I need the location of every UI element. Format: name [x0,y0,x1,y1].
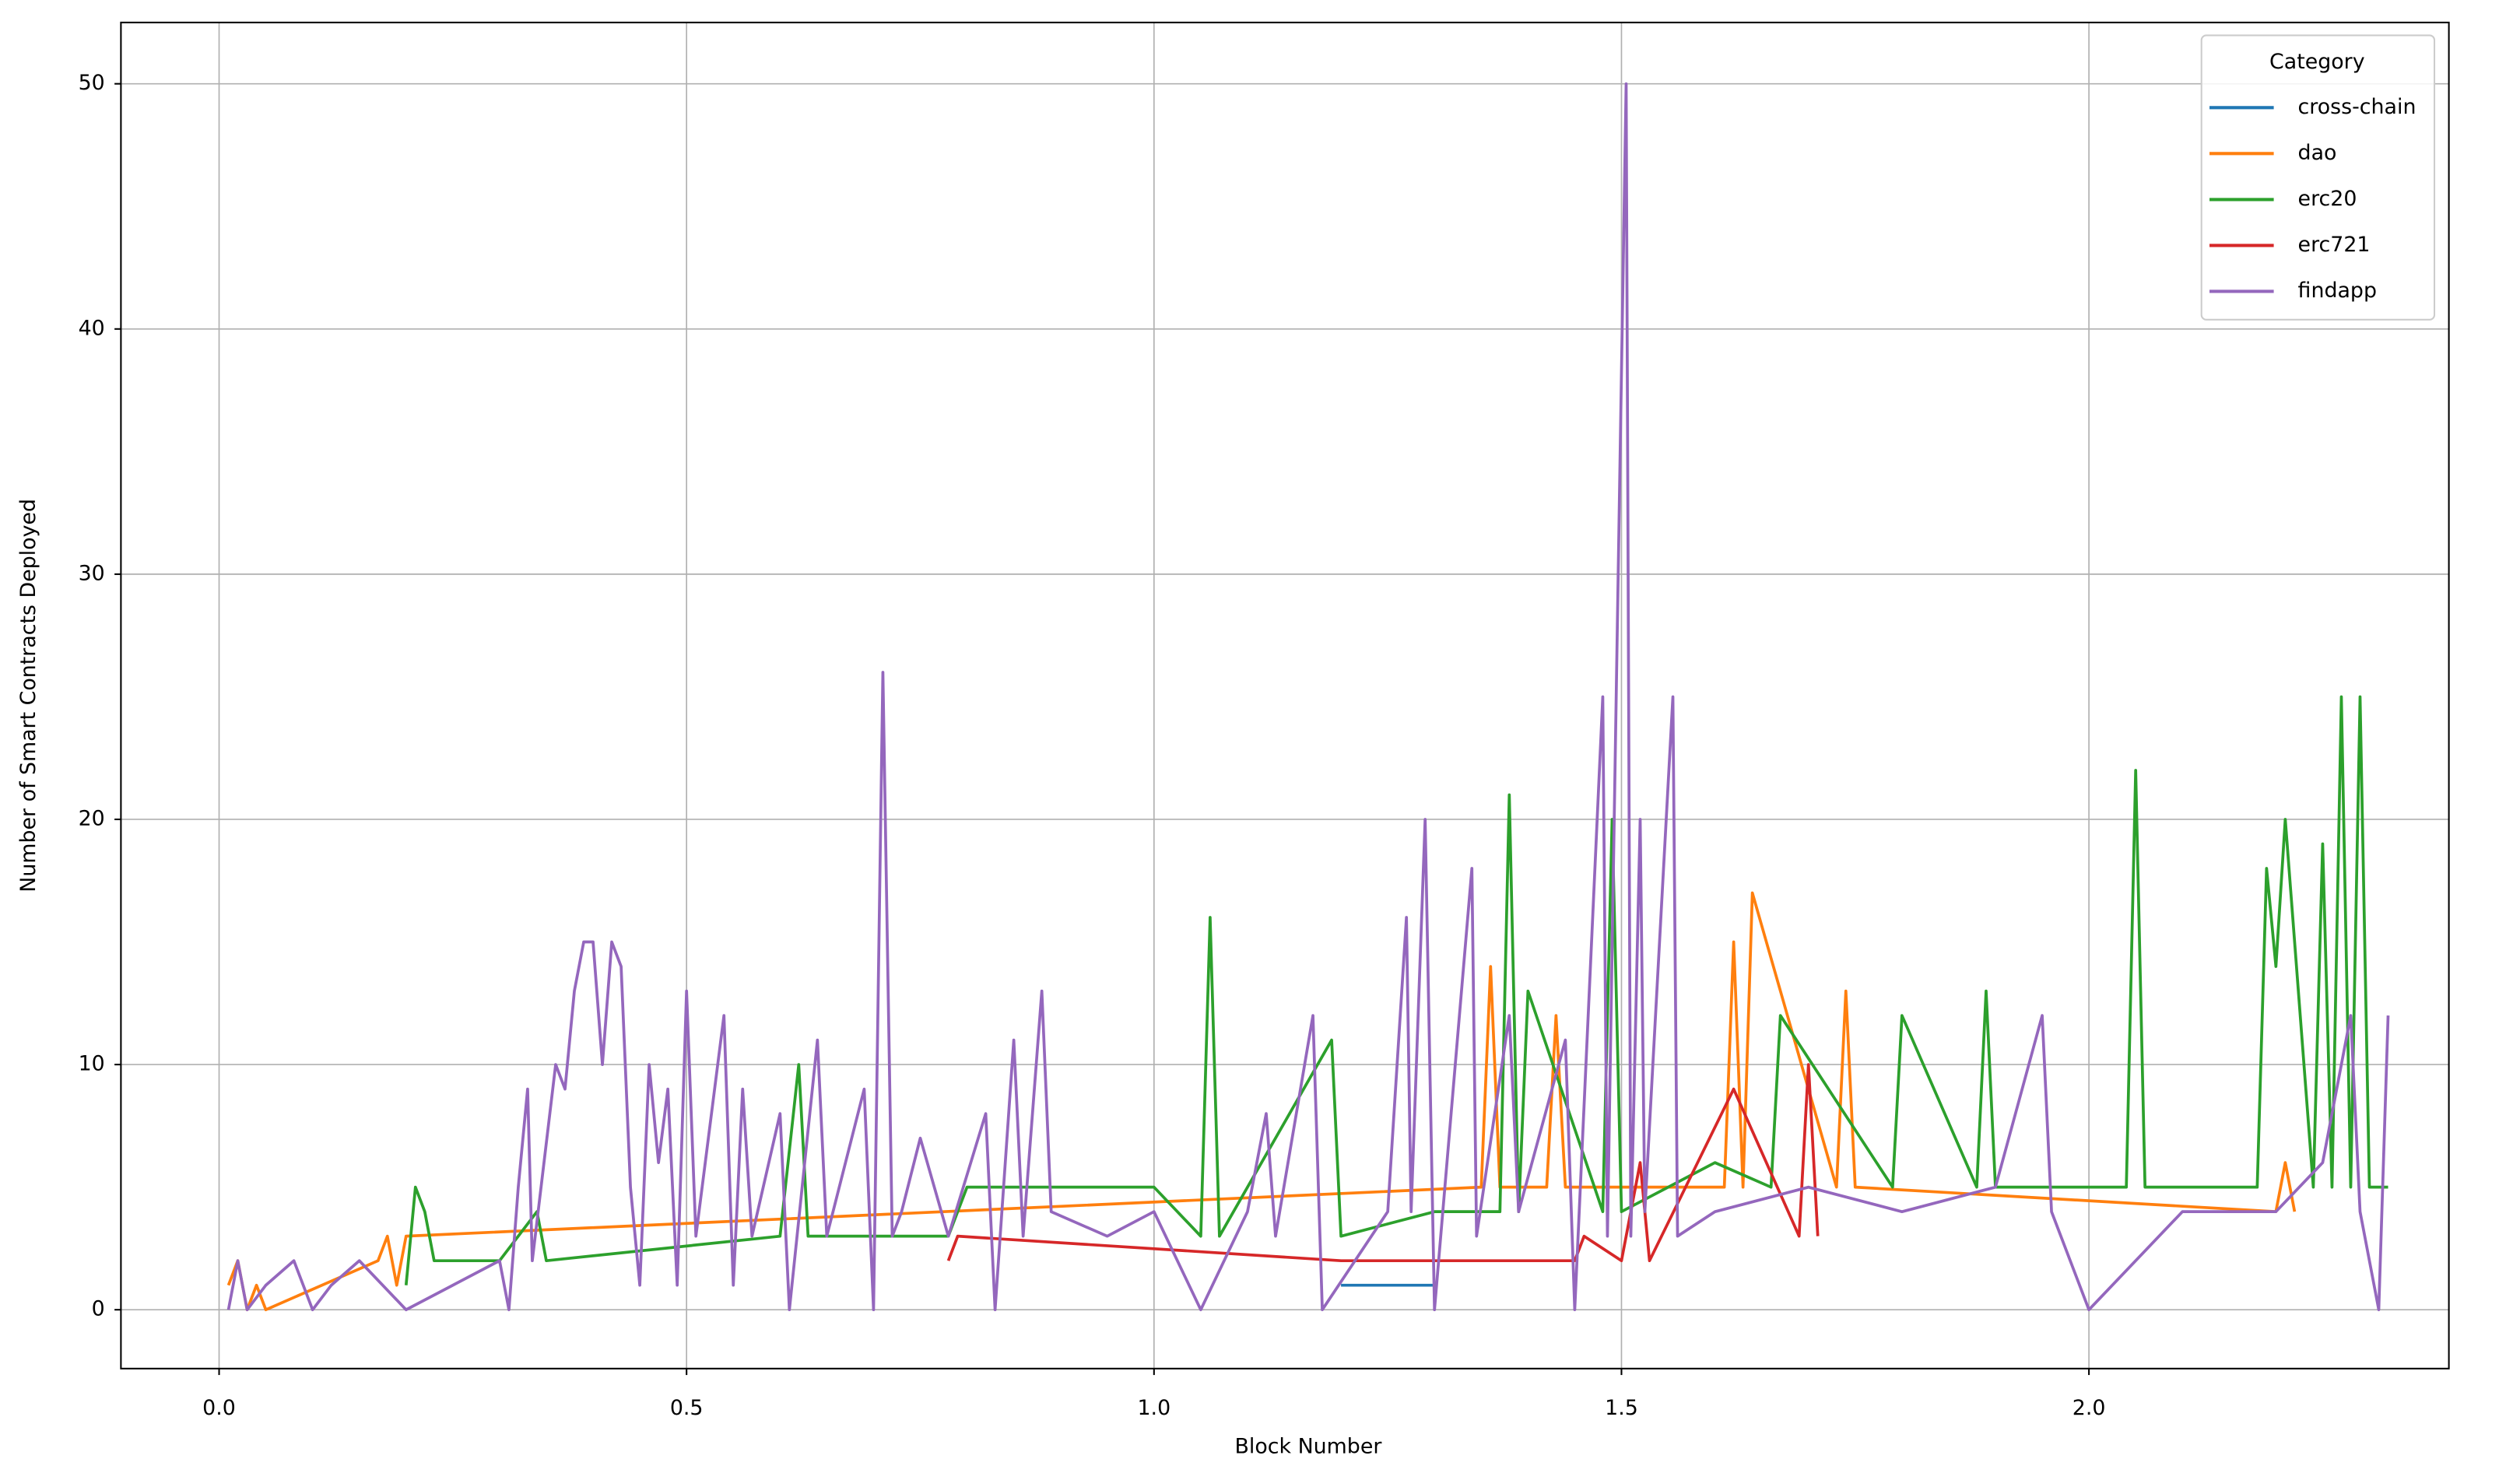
y-tick-label: 10 [79,1052,105,1076]
y-tick-label: 0 [92,1297,105,1321]
x-tick-label: 0.0 [202,1396,236,1420]
legend-box [2200,34,2436,321]
x-axis-label: Block Number [1235,1434,1383,1458]
y-tick-label: 20 [79,806,105,830]
series-line [226,891,2297,1312]
y-axis-label: Number of Smart Contracts Deployed [16,499,40,893]
x-tick-label: 0.5 [670,1396,704,1420]
plot-frame [120,21,2450,1370]
legend-title: Category [2269,50,2365,74]
y-tick-label: 30 [79,561,105,585]
y-tick-label: 40 [79,316,105,340]
legend-label: dao [2298,141,2337,165]
legend-label: cross-chain [2298,95,2416,119]
legend-label: erc20 [2298,187,2357,211]
x-tick-label: 1.5 [1605,1396,1638,1420]
legend-label: erc721 [2298,233,2371,257]
y-tick-label: 50 [79,71,105,95]
legend-label: findapp [2298,279,2377,303]
x-tick-label: 1.0 [1137,1396,1171,1420]
series-line [226,82,2390,1312]
series-line [404,695,2388,1285]
x-tick-label: 2.0 [2073,1396,2106,1420]
